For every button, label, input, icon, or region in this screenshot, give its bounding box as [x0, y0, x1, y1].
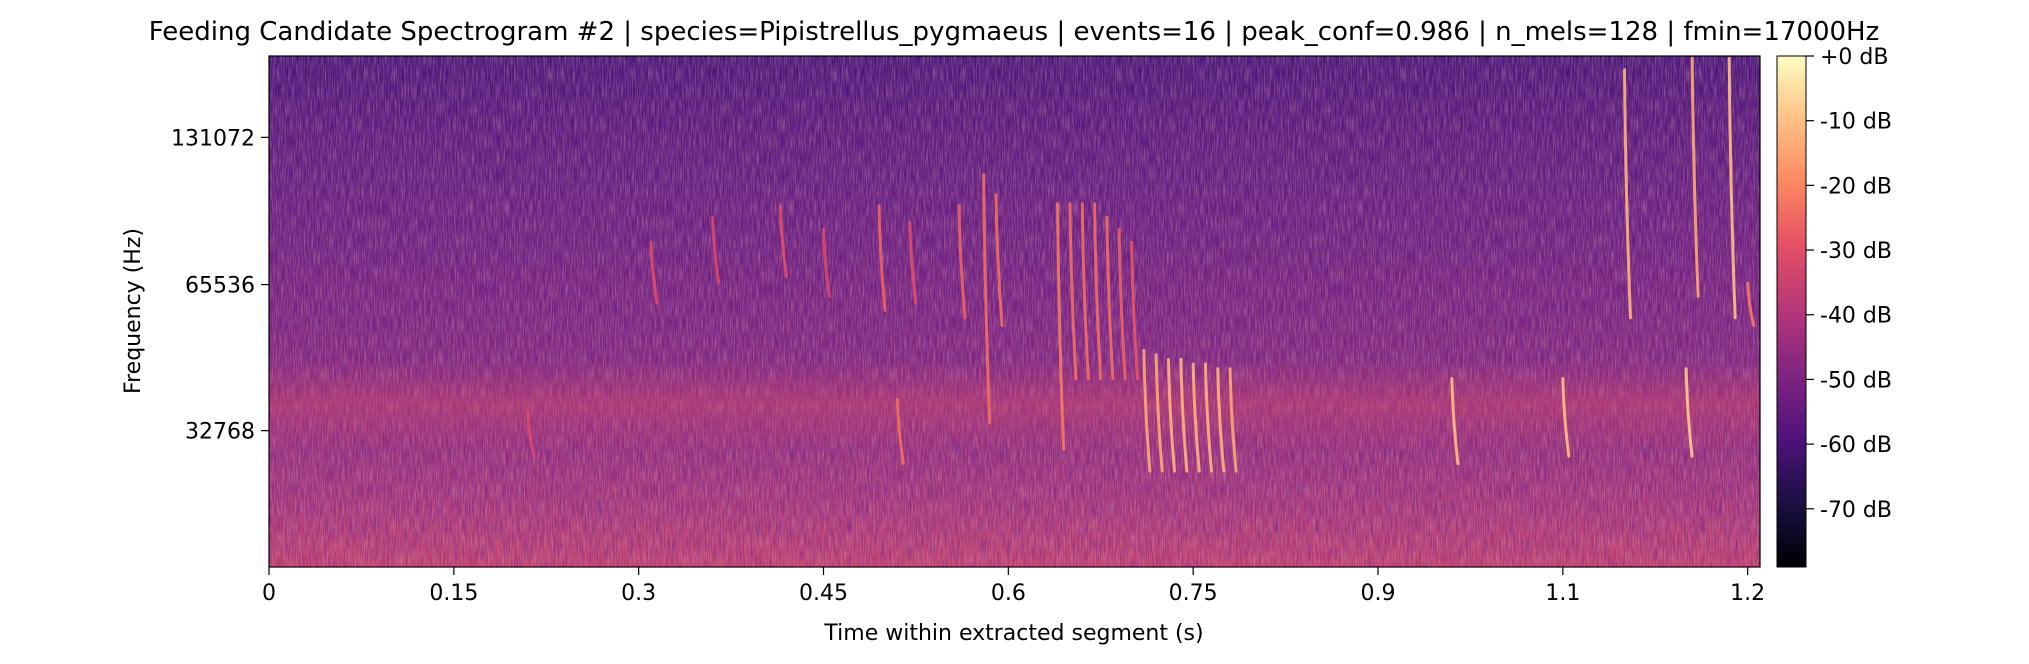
colorbar-tick-label: +0 dB [1820, 45, 1888, 70]
call-mark [994, 193, 1004, 327]
colorbar-tick-label: -40 dB [1820, 304, 1892, 329]
colorbar-tick-label: -70 dB [1820, 498, 1892, 523]
y-axis: 32768 65536 131072 [171, 126, 269, 445]
call-mark [1130, 240, 1140, 380]
colorbar-tick-label: -20 dB [1820, 174, 1892, 199]
call-mark [1684, 367, 1694, 458]
x-tick-label: 0.3 [621, 581, 656, 606]
y-axis-label: Frequency (Hz) [121, 228, 146, 394]
call-mark [1093, 202, 1103, 380]
call-mark [822, 227, 831, 298]
x-axis-label: Time within extracted segment (s) [823, 621, 1203, 646]
call-mark [711, 215, 721, 285]
colorbar-ticks: +0 dB -10 dB -20 dB -30 dB -40 dB -50 dB -60 d… [1806, 45, 1892, 523]
x-tick-label: 0.15 [429, 581, 478, 606]
spectrogram-noise [269, 56, 1760, 567]
colorbar-gradient [1777, 56, 1806, 567]
call-mark [1191, 362, 1201, 473]
call-mark [526, 409, 536, 458]
call-mark [649, 240, 659, 305]
colorbar-frame [1776, 55, 1807, 568]
x-tick-label: 0.75 [1169, 581, 1218, 606]
call-mark [1068, 202, 1078, 380]
y-tick-label: 32768 [185, 420, 255, 445]
call-mark [1105, 215, 1115, 380]
call-mark [877, 204, 887, 312]
call-mark [895, 398, 905, 466]
call-mark [1154, 353, 1164, 473]
call-mark [1167, 357, 1176, 473]
colorbar-tick-label: -10 dB [1820, 110, 1892, 135]
call-mark [1450, 377, 1460, 466]
call-mark [1746, 281, 1756, 327]
colorbar-tick-label: -30 dB [1820, 239, 1892, 264]
y-tick-label: 65536 [185, 274, 255, 299]
call-mark [1228, 367, 1238, 473]
colorbar: +0 dB -10 dB -20 dB -30 dB -40 dB -50 dB -60 d… [1776, 45, 1892, 568]
x-tick-label: 1.1 [1545, 581, 1580, 606]
x-tick-label: 1.2 [1730, 581, 1765, 606]
call-mark [1216, 367, 1226, 473]
call-mark [1142, 348, 1152, 473]
x-tick-label: 0.45 [799, 581, 848, 606]
call-mark [1561, 377, 1571, 458]
y-tick-label: 131072 [171, 126, 255, 151]
call-mark [1690, 56, 1700, 298]
x-tick-label: 0.9 [1361, 581, 1396, 606]
call-mark [982, 173, 992, 425]
call-mark [1727, 56, 1737, 320]
x-tick-label: 0 [262, 581, 276, 606]
colorbar-tick-label: -50 dB [1820, 368, 1892, 393]
chart-title: Feeding Candidate Spectrogram #2 | speci… [149, 17, 1880, 47]
call-mark [957, 204, 967, 320]
plot-frame [268, 55, 1761, 568]
call-mark [1204, 362, 1213, 473]
x-tick-label: 0.6 [991, 581, 1026, 606]
call-mark [1179, 357, 1189, 473]
call-marks [526, 56, 1756, 473]
colorbar-tick-label: -60 dB [1820, 433, 1892, 458]
call-mark [1623, 68, 1632, 320]
call-mark [778, 204, 788, 279]
call-mark [1056, 202, 1066, 451]
call-mark [1117, 227, 1127, 380]
spectrogram-band [269, 360, 1760, 450]
call-mark [908, 220, 918, 305]
x-axis: 0 0.15 0.3 0.45 0.6 0.75 0.9 1.1 1.2 [262, 567, 1765, 606]
plot-area [268, 55, 1761, 568]
call-mark [1080, 202, 1090, 380]
